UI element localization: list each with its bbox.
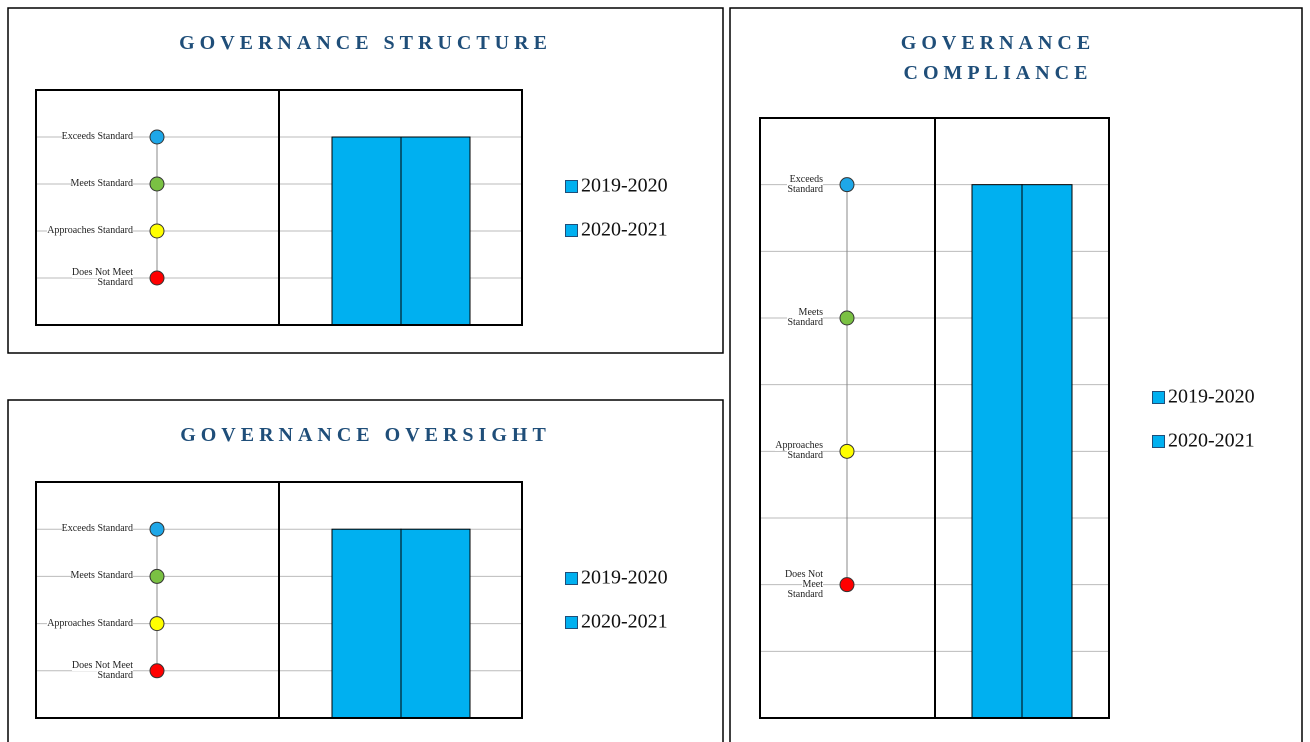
y-tick-label: Meets Standard — [771, 307, 823, 328]
bar — [1021, 184, 1073, 719]
level-dot — [149, 663, 165, 679]
bar — [331, 528, 402, 719]
legend-swatch — [565, 616, 578, 629]
level-dot — [839, 310, 855, 326]
level-dot — [149, 568, 165, 584]
chart-title: GOVERNANCE STRUCTURE — [179, 32, 552, 54]
bar — [400, 528, 471, 719]
y-tick-text: Does Not Meet Standard — [71, 659, 133, 681]
y-tick-label: Exceeds Standard — [41, 131, 133, 142]
y-tick-text: Meets Standard — [787, 307, 823, 328]
y-tick-label: Approaches Standard — [41, 617, 133, 629]
level-dot — [149, 616, 165, 632]
legend-label: 2020-2021 — [1168, 429, 1255, 452]
y-tick-label: Approaches Standard — [41, 225, 133, 236]
y-tick-label: Meets Standard — [41, 178, 133, 189]
y-tick-text: Does Not Meet Standard — [784, 568, 823, 600]
legend-label: 2019-2020 — [1168, 385, 1255, 408]
bar — [971, 184, 1023, 719]
panel — [7, 399, 724, 742]
y-tick-label: Does Not Meet Standard — [41, 659, 133, 681]
y-tick-label: Approaches Standard — [771, 440, 823, 462]
legend-swatch — [565, 224, 578, 237]
y-tick-text: Exceeds Standard — [787, 173, 823, 195]
legend-label: 2019-2020 — [581, 174, 668, 197]
level-dot — [149, 521, 165, 537]
legend-swatch — [565, 180, 578, 193]
level-dot — [839, 443, 855, 459]
panel — [7, 7, 724, 354]
y-tick-text: Meets Standard — [70, 570, 133, 582]
level-dot — [839, 577, 855, 593]
legend-label: 2019-2020 — [581, 566, 668, 589]
y-tick-text: Approaches Standard — [47, 225, 133, 236]
legend-swatch — [1152, 435, 1165, 448]
legend-swatch — [1152, 391, 1165, 404]
bar — [331, 136, 402, 326]
panel — [729, 7, 1303, 742]
y-tick-text: Approaches Standard — [47, 617, 133, 629]
y-tick-text: Approaches Standard — [775, 440, 823, 462]
level-dot — [149, 223, 165, 239]
y-tick-text: Meets Standard — [70, 178, 133, 189]
chart-title: GOVERNANCE COMPLIANCE — [900, 32, 1096, 84]
level-dot — [149, 129, 165, 145]
y-tick-label: Exceeds Standard — [771, 173, 823, 195]
legend-label: 2020-2021 — [581, 218, 668, 241]
y-tick-text: Does Not Meet Standard — [71, 267, 133, 288]
legend-label: 2020-2021 — [581, 610, 668, 633]
y-tick-label: Does Not Meet Standard — [771, 568, 823, 600]
bar — [400, 136, 471, 326]
y-tick-text: Exceeds Standard — [61, 523, 133, 535]
level-dot — [839, 177, 855, 193]
legend-swatch — [565, 572, 578, 585]
y-tick-label: Exceeds Standard — [41, 523, 133, 535]
level-dot — [149, 176, 165, 192]
level-dot — [149, 270, 165, 286]
y-tick-label: Does Not Meet Standard — [41, 267, 133, 288]
y-tick-label: Meets Standard — [41, 570, 133, 582]
chart-title: GOVERNANCE OVERSIGHT — [180, 424, 551, 446]
y-tick-text: Exceeds Standard — [61, 131, 133, 142]
